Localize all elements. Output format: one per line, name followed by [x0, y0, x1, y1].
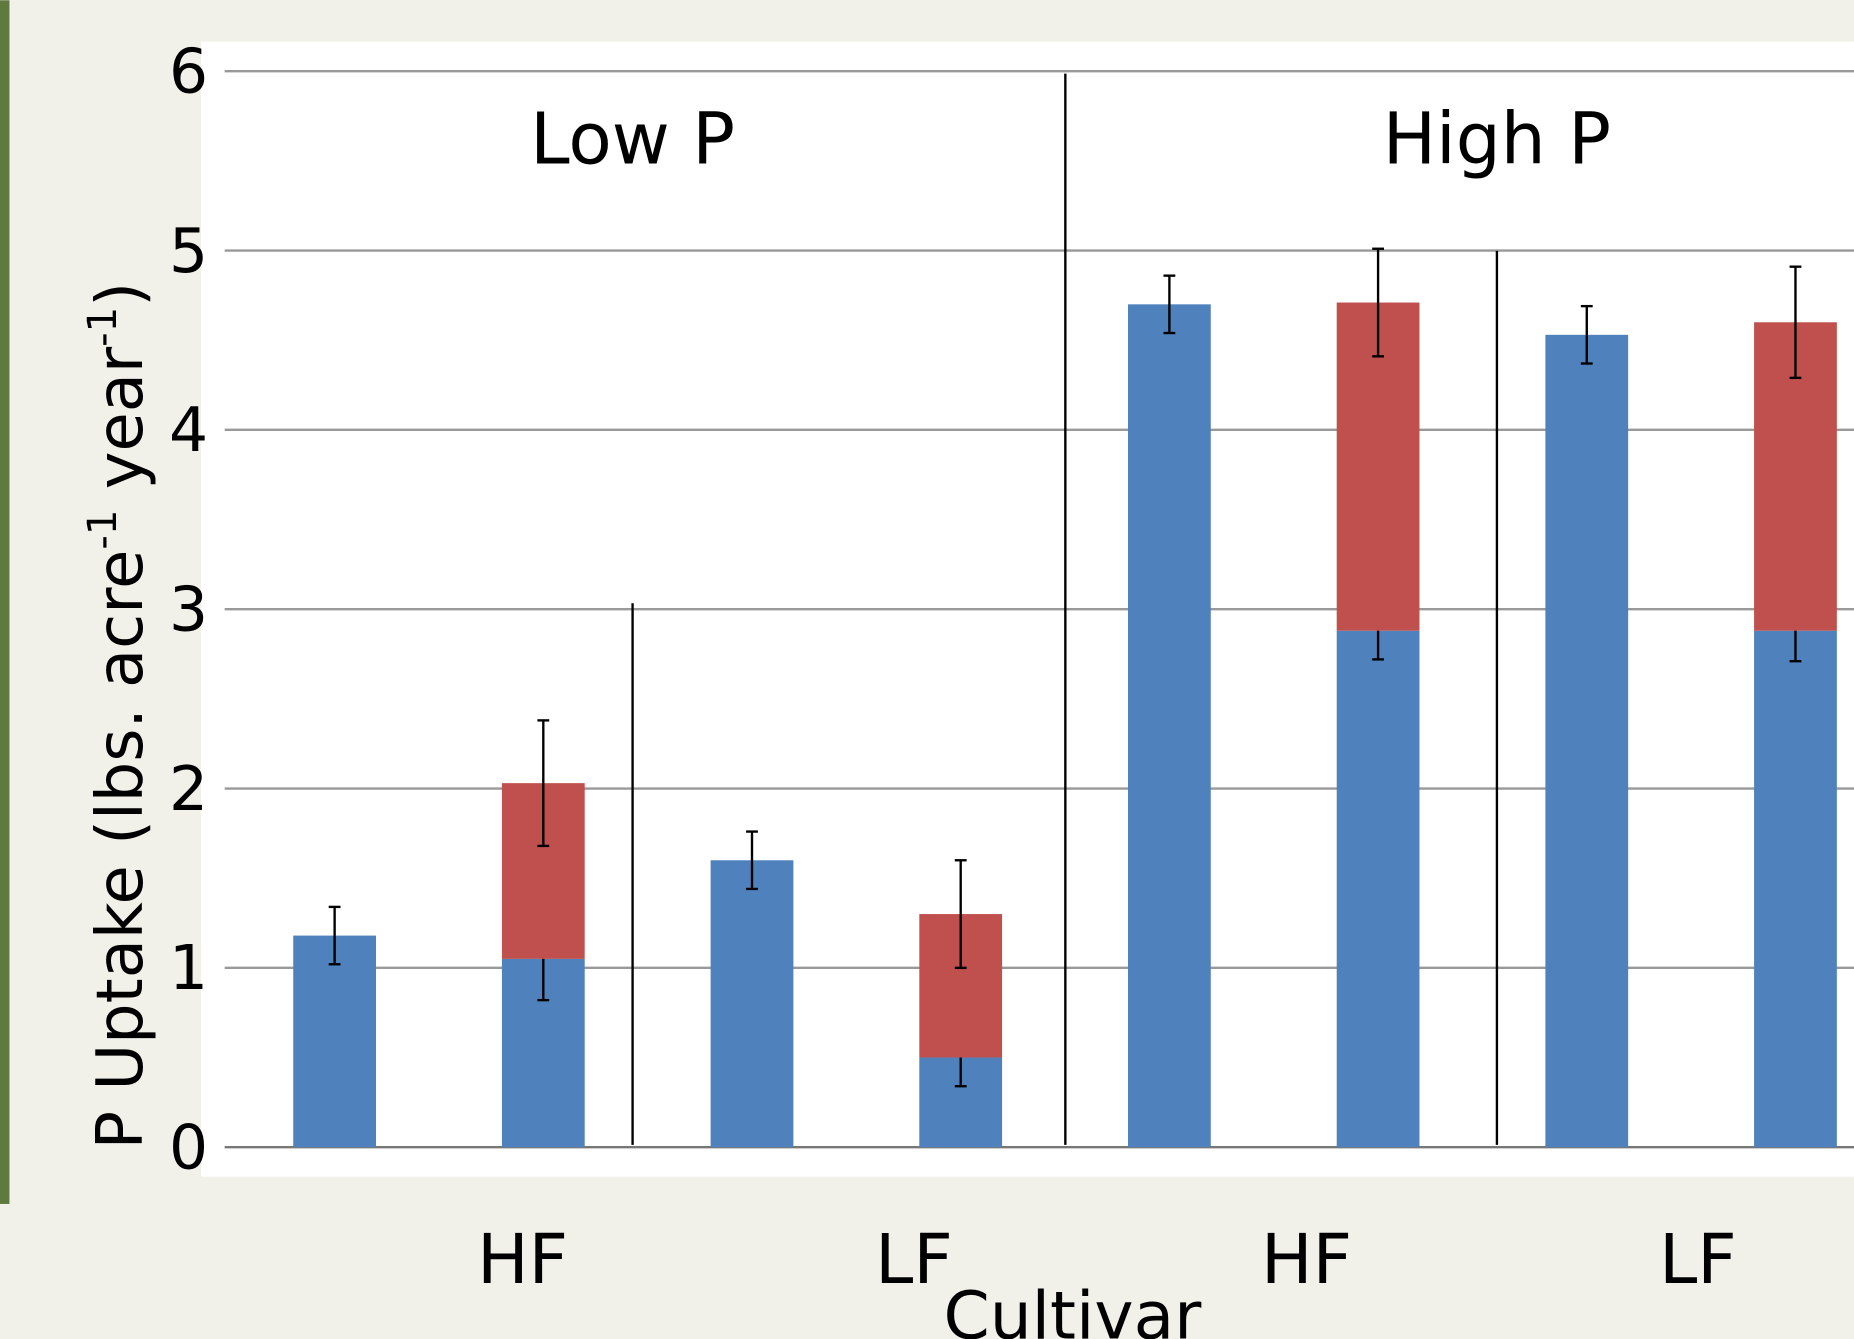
bar [293, 935, 377, 1148]
title-part: ) [84, 282, 158, 307]
error-bar [954, 859, 967, 970]
error-bar [746, 830, 758, 891]
y-tick-label: 1 [169, 933, 208, 1004]
y-tick-label: 3 [169, 574, 208, 645]
x-axis-title: Cultivar [943, 1278, 1202, 1339]
superscript: -1 [80, 510, 126, 550]
photo-edge [0, 0, 10, 1204]
title-part: year [84, 346, 158, 509]
bar [710, 860, 794, 1148]
panel-label: High P [1383, 97, 1611, 180]
error-bar [1163, 274, 1176, 335]
y-axis-title: P Uptake (lbs. acre-1 year-1) [80, 282, 158, 1149]
cultivar-label: HF [1261, 1220, 1352, 1300]
cultivar-label: LF [1659, 1220, 1737, 1300]
error-bar [1789, 265, 1802, 380]
bar [1336, 630, 1420, 1148]
title-part: P Uptake (lbs. acre [84, 550, 158, 1150]
bar [1754, 630, 1837, 1148]
superscript: -1 [80, 307, 126, 347]
error-bar [328, 905, 341, 966]
y-tick-label: 4 [169, 395, 208, 466]
error-bar [1580, 304, 1593, 365]
y-tick-label: 2 [169, 754, 208, 825]
y-tick-label: 5 [169, 216, 208, 287]
cultivar-label: HF [477, 1220, 568, 1300]
error-bar [537, 719, 550, 848]
bar [1545, 334, 1629, 1148]
y-tick-label: 0 [169, 1112, 208, 1183]
error-bar [1372, 247, 1384, 358]
y-tick-label: 6 [169, 36, 208, 107]
cultivar-label: LF [875, 1220, 953, 1300]
panel-label: Low P [530, 97, 735, 180]
bar [1128, 304, 1211, 1148]
